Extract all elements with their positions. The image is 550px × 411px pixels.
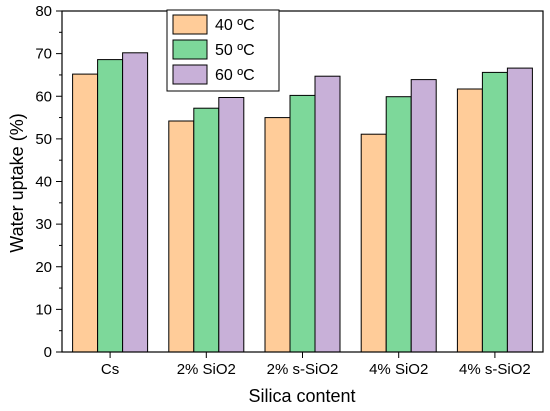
bar-1-2 (168, 120, 195, 353)
y-tick-label-2: 20 (35, 259, 52, 276)
x-tick-label-1: Cs (101, 361, 119, 378)
legend: 40 ºC 50 ºC 60 ºC (166, 9, 280, 92)
bar-1-1 (72, 73, 99, 353)
y-tick-label-8: 80 (35, 3, 52, 20)
bar-1-4 (360, 133, 387, 353)
x-tick-label-3: 2% s-SiO2 (267, 361, 339, 378)
legend-label-3: 60 ºC (215, 67, 255, 84)
bar-3-2 (218, 97, 245, 353)
axes-layer: 0 10 20 30 40 50 60 70 80 Cs 2% SiO2 2% s-SiO2 4% Si… (35, 3, 544, 378)
y-tick-label-3: 30 (35, 216, 52, 233)
y-tick-label-5: 50 (35, 131, 52, 148)
bar-2-5 (481, 71, 508, 353)
bar-1-5 (456, 88, 483, 353)
x-tick-label-2: 2% SiO2 (177, 361, 236, 378)
bar-1-3 (264, 117, 291, 353)
legend-label-2: 50 ºC (215, 42, 255, 59)
y-tick-label-7: 70 (35, 46, 52, 63)
legend-swatch-2 (172, 39, 208, 60)
y-axis-title: Water uptake (%) (7, 113, 27, 252)
bar-3-3 (314, 75, 341, 353)
y-tick-label-1: 10 (35, 301, 52, 318)
bar-2-2 (193, 107, 220, 353)
x-tick-label-4: 4% SiO2 (369, 361, 428, 378)
x-axis-title: Silica content (248, 386, 355, 406)
legend-label-1: 40 ºC (215, 17, 255, 34)
bar-2-1 (97, 59, 124, 353)
y-tick-label-6: 60 (35, 88, 52, 105)
bar-3-1 (122, 52, 149, 353)
y-tick-label-4: 40 (35, 174, 52, 191)
bar-2-4 (385, 96, 412, 353)
legend-swatch-1 (172, 14, 208, 35)
bar-3-4 (410, 79, 437, 353)
bar-2-3 (289, 94, 316, 353)
bars-layer (72, 52, 533, 353)
y-tick-label-0: 0 (44, 344, 52, 361)
legend-swatch-3 (172, 64, 208, 85)
x-tick-label-5: 4% s-SiO2 (459, 361, 531, 378)
bar-3-5 (506, 67, 533, 353)
